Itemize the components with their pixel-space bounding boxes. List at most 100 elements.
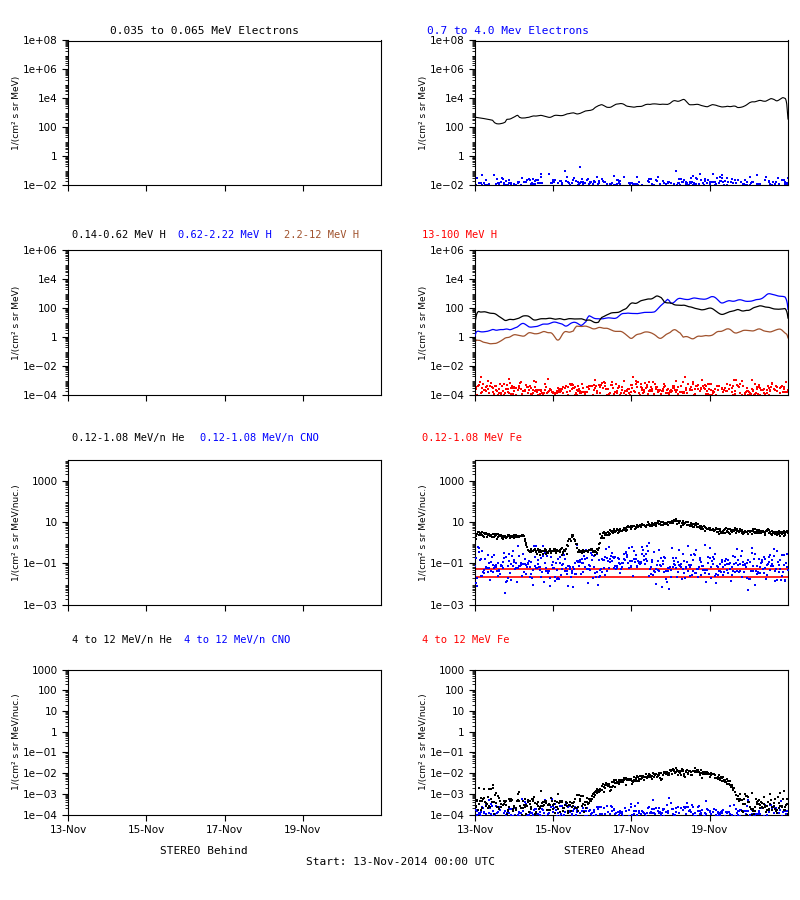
Point (487, 547, 500, 562)
Point (643, 175, 656, 189)
Point (718, 558, 731, 572)
Point (610, 173, 623, 187)
Point (542, 565, 554, 580)
Point (547, 385, 560, 400)
Point (775, 800, 788, 814)
Point (690, 518, 702, 533)
Point (730, 556, 742, 571)
Point (526, 571, 538, 585)
Point (635, 811, 648, 825)
Point (737, 179, 750, 194)
Point (514, 808, 526, 823)
Point (624, 518, 637, 533)
Point (623, 554, 636, 568)
Point (473, 527, 486, 542)
Point (764, 562, 777, 577)
Point (482, 179, 494, 194)
Point (494, 794, 506, 808)
Point (666, 383, 678, 398)
Point (606, 554, 618, 568)
Point (626, 773, 639, 788)
Point (510, 575, 523, 590)
Point (516, 800, 529, 814)
Point (611, 774, 624, 788)
Point (581, 562, 594, 576)
Point (685, 390, 698, 404)
Point (578, 545, 590, 560)
Point (479, 384, 492, 399)
Point (622, 556, 634, 571)
Point (676, 764, 689, 778)
Point (501, 811, 514, 825)
Point (704, 805, 717, 819)
Point (470, 529, 482, 544)
Point (692, 184, 705, 199)
Point (661, 768, 674, 782)
Point (729, 179, 742, 194)
Point (510, 527, 522, 542)
Point (565, 529, 578, 544)
Point (536, 565, 549, 580)
Point (539, 812, 552, 826)
Point (590, 544, 602, 559)
Point (781, 792, 794, 806)
Point (746, 383, 759, 398)
Point (649, 565, 662, 580)
Point (546, 561, 559, 575)
Point (664, 560, 677, 574)
Point (562, 806, 575, 820)
Point (747, 522, 760, 536)
Point (522, 793, 534, 807)
Point (541, 180, 554, 194)
Point (480, 799, 493, 814)
Point (597, 778, 610, 792)
Point (471, 792, 484, 806)
Point (714, 170, 726, 184)
Point (711, 559, 724, 573)
Point (671, 763, 684, 778)
Point (487, 179, 500, 194)
Point (538, 544, 551, 558)
Point (715, 168, 728, 183)
Point (570, 554, 583, 568)
Point (522, 556, 534, 571)
Point (666, 802, 679, 816)
Point (531, 553, 544, 567)
Point (661, 764, 674, 778)
Point (502, 792, 515, 806)
Point (747, 811, 760, 825)
Point (606, 805, 618, 819)
Point (750, 795, 763, 809)
Point (776, 812, 789, 826)
Point (601, 799, 614, 814)
Point (630, 804, 642, 818)
Point (746, 807, 759, 822)
Point (527, 543, 540, 557)
Point (590, 181, 602, 195)
Point (739, 178, 752, 193)
Point (626, 519, 638, 534)
Point (565, 564, 578, 579)
Point (500, 174, 513, 188)
Point (750, 813, 763, 827)
Point (491, 805, 504, 819)
Point (627, 804, 640, 818)
Point (614, 774, 627, 788)
Point (657, 384, 670, 399)
Point (650, 517, 663, 531)
Point (675, 762, 688, 777)
Point (556, 558, 569, 572)
Point (755, 800, 768, 814)
Point (615, 775, 628, 789)
Point (649, 377, 662, 392)
Point (706, 767, 719, 781)
Point (550, 185, 562, 200)
Point (768, 549, 781, 563)
Point (640, 547, 653, 562)
Point (714, 563, 726, 578)
Point (550, 385, 563, 400)
Point (503, 372, 516, 386)
Point (506, 793, 518, 807)
Point (662, 817, 675, 832)
Point (600, 528, 613, 543)
